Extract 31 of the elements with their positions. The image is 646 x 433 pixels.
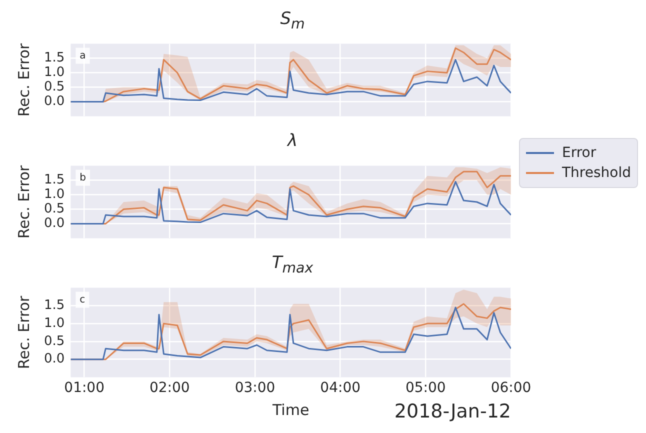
chart-title: S$_{m}$ (279, 8, 306, 32)
y-axis-title: Rec. Error (14, 164, 33, 239)
y-tick-label: 0.0 (44, 94, 65, 110)
annotation: b (80, 172, 86, 184)
x-tick-label: 03:00 (234, 380, 276, 396)
x-axis-title: Time (271, 400, 310, 419)
x-tick-label: 01:00 (64, 380, 105, 396)
y-axis-title: Rec. Error (14, 295, 33, 370)
y-tick-label: 1.5 (44, 298, 65, 314)
x-tick-label: 06:00 (490, 380, 532, 396)
y-tick-label: 0.0 (44, 216, 65, 232)
y-tick-label: 1.0 (44, 316, 65, 331)
x-tick-label: 05:00 (405, 380, 446, 396)
chart-title: T$_{max}$ (270, 252, 314, 276)
y-tick-label: 1.5 (44, 172, 65, 188)
y-tick-label: 1.0 (44, 65, 65, 80)
annotation: c (80, 294, 86, 306)
legend-label: Error (562, 145, 596, 161)
annotation: a (80, 50, 86, 62)
chart-title: λ (286, 130, 299, 152)
y-axis-title: Rec. Error (14, 42, 33, 117)
y-tick-label: 0.0 (44, 352, 65, 367)
x-tick-label: 04:00 (320, 380, 361, 396)
x-tick-label: 02:00 (149, 380, 190, 396)
y-tick-label: 1.0 (44, 187, 65, 202)
y-tick-label: 0.5 (44, 80, 65, 95)
y-tick-label: 0.5 (44, 334, 65, 349)
text: 2018-Jan-12 (394, 400, 511, 422)
y-tick-label: 1.5 (44, 50, 65, 66)
y-tick-label: 0.5 (44, 202, 65, 217)
legend-label: Threshold (562, 165, 631, 181)
